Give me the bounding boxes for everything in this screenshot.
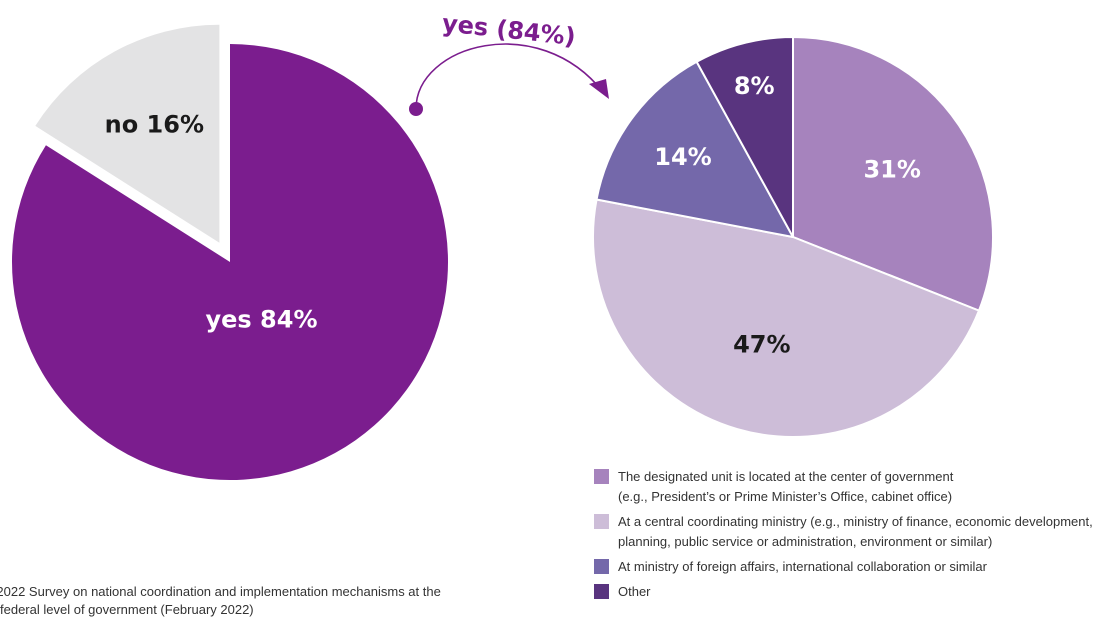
pie-slice-yes-84 <box>12 43 449 481</box>
pie-slice-label: 31% <box>863 156 920 184</box>
pie-slice-no-16 <box>35 24 220 243</box>
legend-swatch <box>594 559 609 574</box>
pie-slice-label: no 16% <box>105 110 204 138</box>
pie-chart-left: yes 84% no 16% <box>12 24 449 481</box>
pie-slice-47 <box>592 198 980 438</box>
pie-slice-label: 14% <box>654 143 711 171</box>
pie-slice-label: 8% <box>734 72 775 100</box>
connector-start-dot <box>409 102 423 116</box>
legend: The designated unit is located at the ce… <box>594 467 1097 607</box>
pie-chart-right: 31% 47% 14% 8% <box>592 36 994 438</box>
legend-label: At ministry of foreign affairs, internat… <box>618 559 987 574</box>
legend-item-center-of-government: The designated unit is located at the ce… <box>594 467 1097 507</box>
pie-slice-label: yes 84% <box>205 305 317 333</box>
pie-slice-label: 47% <box>733 331 790 359</box>
source-note: UN 2022 Survey on national coordination … <box>0 584 441 617</box>
legend-swatch <box>594 469 609 484</box>
connector-arrow: yes (84%) <box>409 9 609 116</box>
legend-swatch <box>594 514 609 529</box>
pie-slice-31 <box>792 36 994 312</box>
connector-arrowhead <box>589 79 609 99</box>
connector-curve <box>415 43 604 110</box>
legend-item-other: Other <box>594 582 1097 602</box>
pie-slice-8 <box>695 36 794 238</box>
legend-item-foreign-affairs: At ministry of foreign affairs, internat… <box>594 557 1097 577</box>
legend-item-central-ministry: At a central coordinating ministry (e.g.… <box>594 512 1097 552</box>
legend-swatch <box>594 584 609 599</box>
legend-label: The designated unit is located at the ce… <box>618 469 954 504</box>
pie-slice-14 <box>595 60 794 238</box>
legend-label: Other <box>618 584 651 599</box>
legend-label: At a central coordinating ministry (e.g.… <box>618 514 1093 549</box>
